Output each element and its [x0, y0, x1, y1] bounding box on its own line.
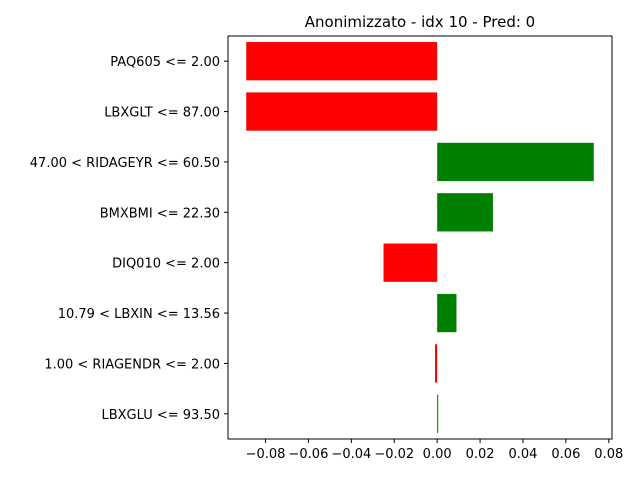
y-tick-label: 10.79 < LBXIN <= 13.56	[58, 307, 220, 322]
x-tick-label: −0.04	[331, 447, 371, 462]
x-tick-label: −0.02	[374, 447, 414, 462]
bars-group	[246, 42, 594, 433]
plot-frame	[227, 35, 613, 440]
bar-0	[246, 42, 438, 81]
y-tick-label: 1.00 < RIAGENDR <= 2.00	[44, 357, 220, 372]
bar-3	[437, 193, 493, 232]
bar-7	[437, 394, 439, 433]
bar-2	[437, 142, 594, 182]
y-tick-label: PAQ605 <= 2.00	[110, 55, 220, 70]
y-tick-label: 47.00 < RIDAGEYR <= 60.50	[30, 156, 220, 171]
x-tick-label: 0.06	[551, 447, 580, 462]
x-tick-label: 0.02	[466, 447, 495, 462]
y-tick-label: LBXGLT <= 87.00	[104, 106, 220, 121]
bar-5	[437, 293, 457, 333]
x-tick-label: 0.00	[423, 447, 452, 462]
bar-4	[383, 243, 438, 282]
y-tick-label: LBXGLU <= 93.50	[101, 408, 220, 423]
x-ticks: −0.08 −0.06 −0.04 −0.02 0.00 0.02 0.04 0.06 0.08	[246, 439, 623, 462]
bar-6	[435, 344, 438, 383]
x-tick-label: −0.08	[246, 447, 286, 462]
x-tick-label: −0.06	[289, 447, 329, 462]
y-tick-label: BMXBMI <= 22.30	[100, 206, 220, 221]
bar-1	[246, 92, 438, 131]
x-tick-label: 0.08	[594, 447, 623, 462]
chart-title: Anonimizzato - idx 10 - Pred: 0	[305, 13, 535, 31]
y-tick-label: DIQ010 <= 2.00	[112, 257, 220, 272]
y-tick-labels: PAQ605 <= 2.00 LBXGLT <= 87.00 47.00 < RID…	[30, 55, 228, 423]
x-tick-label: 0.04	[508, 447, 537, 462]
